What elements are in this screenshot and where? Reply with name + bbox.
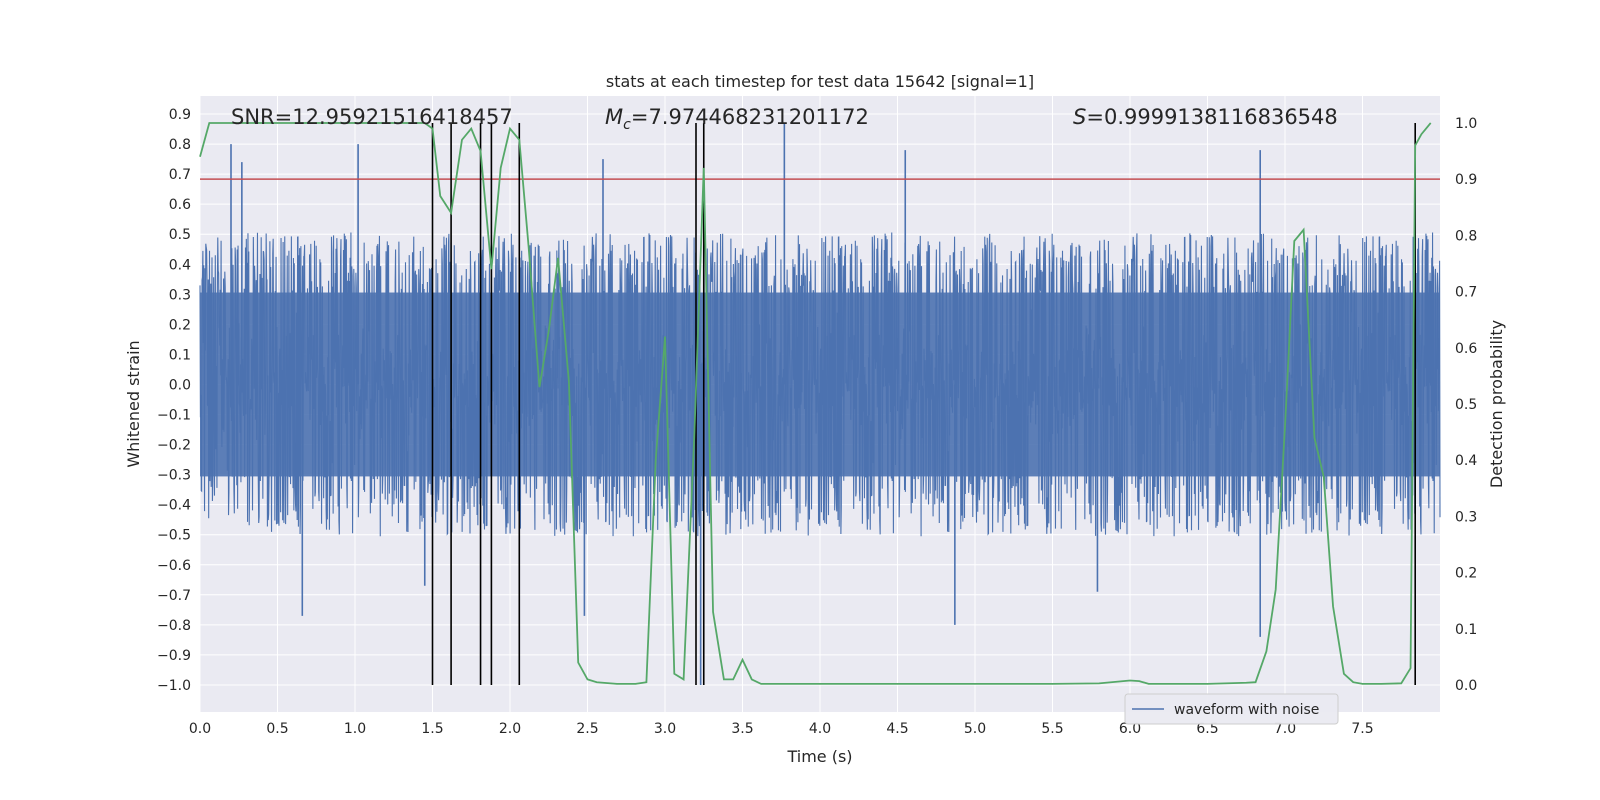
x-tick-label: 6.5 [1196,721,1218,737]
x-tick-label: 0.0 [189,721,211,737]
mc-symbol: M [605,105,623,129]
snr-equals: = [275,105,293,129]
y-tick-label: −0.1 [157,408,191,424]
snr-label: SNR [231,105,275,129]
x-tick-labels: 0.0 0.5 1.0 1.5 2.0 2.5 3.0 3.5 4.0 4.5 5.0 5.5 6.0 6… [189,721,1374,737]
y2-axis-label: Detection probability [1487,320,1506,488]
mc-subscript: c [623,117,631,133]
snr-annotation: SNR=12.95921516418457 [231,105,513,129]
y-tick-label: 0.3 [169,287,191,303]
chart-title: stats at each timestep for test data 156… [606,72,1034,91]
y-tick-label: 0.5 [169,227,191,243]
y-tick-label: −0.8 [157,618,191,634]
y2-tick-label: 0.2 [1455,566,1477,582]
legend-label: waveform with noise [1174,702,1319,718]
s-equals: = [1086,105,1104,129]
legend: waveform with noise [1124,693,1339,725]
y-tick-label: 0.7 [169,167,191,183]
s-value: 0.9999138116836548 [1104,105,1338,129]
x-tick-label: 7.5 [1351,721,1373,737]
y2-tick-label: 0.5 [1455,397,1477,413]
y2-tick-labels: 1.0 0.9 0.8 0.7 0.6 0.5 0.4 0.3 0.2 0.1 0.0 [1455,116,1477,694]
x-tick-label: 2.5 [576,721,598,737]
x-axis-label: Time (s) [786,747,852,766]
y-tick-label: −0.9 [157,648,191,664]
y-tick-label: 0.2 [169,317,191,333]
x-tick-label: 6.0 [1119,721,1141,737]
y-tick-label: −0.2 [157,438,191,454]
y2-tick-label: 0.3 [1455,509,1477,525]
waveform-core [200,292,1440,477]
snr-value: 12.95921516418457 [292,105,512,129]
y2-tick-label: 0.4 [1455,453,1477,469]
x-tick-label: 1.0 [344,721,366,737]
x-tick-label: 0.5 [266,721,288,737]
y-tick-label: 0.6 [169,197,191,213]
y2-tick-label: 0.1 [1455,622,1477,638]
x-tick-label: 4.5 [886,721,908,737]
y-tick-label: −0.5 [157,528,191,544]
y-tick-label: −0.3 [157,468,191,484]
y-tick-label: −0.4 [157,498,191,514]
y-tick-label: 0.1 [169,347,191,363]
probability-series [199,122,1432,685]
x-tick-label: 7.0 [1274,721,1296,737]
probability-line [199,122,1432,685]
y-tick-label: 0.8 [169,137,191,153]
waveform-series [199,123,1441,685]
y-tick-label: 0.4 [169,257,191,273]
y2-tick-label: 0.6 [1455,341,1477,357]
vertical-markers [431,122,1416,686]
y-tick-label: −1.0 [157,678,191,694]
y-tick-labels: 0.9 0.8 0.7 0.6 0.5 0.4 0.3 0.2 0.1 0.0 −0.1 −0.2 −0… [157,107,191,694]
x-tick-label: 2.0 [499,721,521,737]
x-tick-label: 5.0 [964,721,986,737]
y-tick-label: 0.0 [169,377,191,393]
x-tick-label: 1.5 [421,721,443,737]
s-symbol: S [1073,105,1086,129]
mc-value: 7.974468231201172 [648,105,868,129]
x-tick-label: 5.5 [1041,721,1063,737]
y2-tick-label: 0.8 [1455,228,1477,244]
y-tick-label: −0.7 [157,588,191,604]
mc-equals: = [631,105,649,129]
legend-box [1124,693,1339,725]
s-annotation: S=0.9999138116836548 [1073,105,1338,129]
x-tick-label: 4.0 [809,721,831,737]
y-tick-label: −0.6 [157,558,191,574]
x-tick-label: 3.5 [731,721,753,737]
x-tick-label: 3.0 [654,721,676,737]
y-axis-label: Whitened strain [124,340,143,467]
y2-tick-label: 0.0 [1455,678,1477,694]
y2-tick-label: 0.7 [1455,285,1477,301]
y2-tick-label: 1.0 [1455,116,1477,132]
y2-tick-label: 0.9 [1455,172,1477,188]
chirp-mass-annotation: Mc=7.974468231201172 [605,105,869,133]
y-tick-label: 0.9 [169,107,191,123]
